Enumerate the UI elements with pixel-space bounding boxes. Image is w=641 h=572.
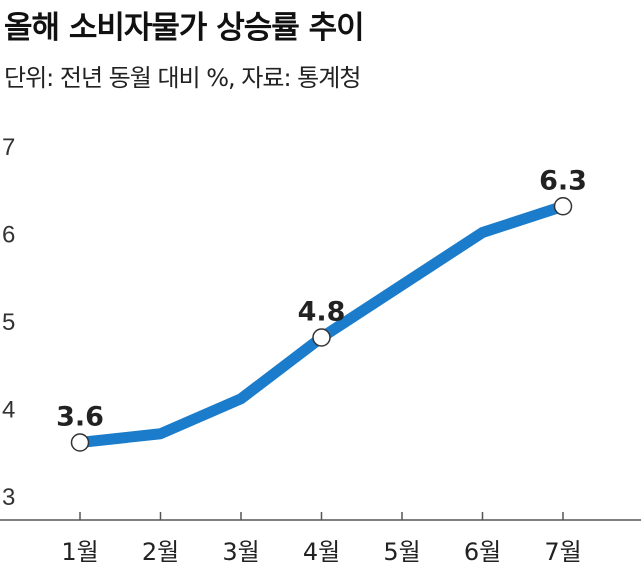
chart-title: 올해 소비자물가 상승률 추이 [4,10,365,46]
y-tick-label: 5 [2,309,15,336]
chart-subtitle: 단위: 전년 동월 대비 %, 자료: 통계청 [4,64,361,92]
data-label: 4.8 [298,297,346,328]
data-point-marker [70,433,90,452]
x-tick-label: 6월 [464,538,501,566]
y-tick-label: 3 [2,484,15,511]
data-label: 6.3 [539,165,587,196]
y-tick-label: 6 [2,222,15,249]
data-label: 3.6 [56,402,104,433]
data-point-marker [553,197,573,216]
x-tick-label: 7월 [544,538,581,566]
y-tick-label: 7 [2,134,15,161]
x-tick-label: 2월 [142,538,179,566]
x-tick-label: 5월 [383,538,420,566]
y-tick-label: 4 [2,397,15,424]
x-tick-label: 4월 [303,538,340,566]
x-tick-label: 3월 [222,538,259,566]
x-tick-label: 1월 [61,538,98,566]
data-point-marker [312,328,331,347]
